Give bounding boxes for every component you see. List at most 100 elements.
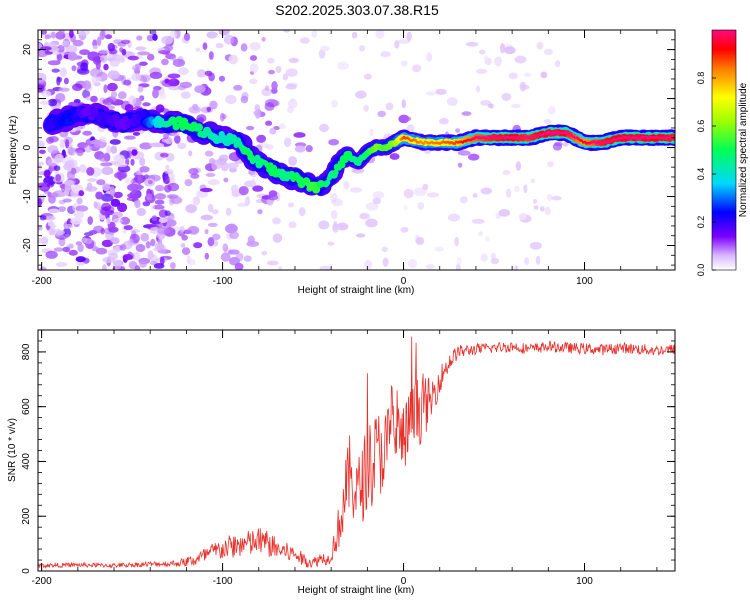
snr-y-axis-label: SNR (10 * v/v) [7, 418, 18, 482]
heatmap-noise-blob [58, 87, 70, 92]
heatmap-noise-blob [200, 187, 213, 193]
heatmap-noise-blob [225, 223, 238, 234]
heatmap-noise-blob [375, 30, 385, 39]
heatmap-noise-blob [204, 228, 209, 235]
heatmap-noise-blob [269, 127, 277, 135]
heatmap-noise-blob [110, 145, 118, 154]
heatmap-noise-blob [90, 67, 103, 78]
heatmap-noise-blob [134, 199, 141, 209]
heatmap-noise-blob [205, 172, 216, 177]
heatmap-noise-blob [305, 145, 313, 153]
heatmap-noise-blob [53, 247, 64, 252]
heatmap-noise-blob [138, 74, 151, 83]
heatmap-noise-blob [389, 153, 400, 160]
heatmap-noise-blob [278, 265, 283, 270]
heatmap-noise-blob [288, 221, 297, 229]
heatmap-noise-blob [480, 253, 488, 262]
heatmap-noise-blob [220, 252, 231, 262]
heatmap-noise-blob [70, 217, 83, 225]
heatmap-noise-blob [179, 225, 185, 233]
heatmap-noise-blob [57, 45, 65, 53]
heatmap-noise-blob [265, 143, 274, 150]
heatmap-noise-blob [108, 48, 118, 55]
heatmap-noise-blob [63, 77, 69, 85]
heatmap-noise-blob [71, 65, 77, 72]
heatmap-noise-blob [363, 73, 372, 80]
heatmap-noise-blob [327, 241, 335, 246]
heatmap-noise-blob [169, 30, 177, 40]
heatmap-noise-blob [202, 42, 208, 50]
heatmap-noise-blob [358, 45, 366, 52]
heatmap-noise-blob [207, 222, 218, 227]
heatmap-noise-blob [184, 179, 193, 187]
heatmap-noise-blob [218, 75, 226, 82]
heatmap-noise-blob [55, 92, 66, 103]
heatmap-noise-blob [45, 250, 58, 259]
heatmap-noise-blob [319, 265, 332, 270]
heatmap-noise-blob [147, 250, 154, 260]
heatmap-noise-blob [265, 120, 273, 126]
heatmap-noise-blob [261, 36, 266, 42]
spectrogram-x-tick-label: -100 [213, 276, 233, 287]
heatmap-noise-blob [88, 230, 98, 235]
heatmap-noise-blob [76, 197, 83, 205]
heatmap-noise-blob [139, 166, 150, 173]
snr-x-tick-label: -100 [213, 576, 233, 587]
heatmap-noise-blob [331, 198, 344, 207]
heatmap-noise-blob [44, 215, 56, 221]
heatmap-noise-blob [243, 255, 252, 262]
heatmap-noise-blob [278, 123, 286, 130]
heatmap-noise-blob [56, 76, 63, 83]
heatmap-noise-blob [72, 39, 84, 47]
heatmap-noise-blob [300, 37, 310, 44]
heatmap-noise-blob [100, 162, 113, 167]
snr-x-axis-label: Height of straight line (km) [298, 585, 415, 596]
heatmap-noise-blob [47, 221, 55, 227]
heatmap-noise-blob [181, 247, 191, 256]
heatmap-noise-blob [192, 196, 201, 206]
heatmap-noise-blob [53, 165, 61, 171]
heatmap-noise-blob [501, 92, 512, 101]
snr-x-tick-label: -200 [32, 576, 52, 587]
heatmap-noise-blob [98, 49, 110, 54]
heatmap-noise-blob [543, 48, 554, 56]
heatmap-noise-blob [127, 55, 139, 61]
heatmap-noise-blob [447, 213, 461, 222]
colorbar-label: Normalized spectral amplitude [738, 82, 749, 217]
heatmap-noise-blob [101, 166, 114, 176]
heatmap-noise-blob [48, 195, 56, 204]
heatmap-noise-blob [164, 210, 171, 216]
heatmap-noise-blob [479, 49, 486, 55]
heatmap-noise-blob [425, 91, 437, 96]
heatmap-noise-blob [121, 48, 127, 56]
snr-panel: -200 -100 0 100 0 200 400 600 800 Height of stra… [7, 329, 676, 596]
heatmap-noise-blob [139, 260, 148, 268]
heatmap-noise-blob [521, 84, 530, 90]
heatmap-noise-blob [318, 49, 326, 59]
heatmap-ridge-cell [531, 136, 535, 140]
heatmap-noise-blob [252, 185, 264, 192]
heatmap-noise-blob [267, 194, 279, 201]
heatmap-noise-blob [82, 80, 92, 90]
spectrogram-y-tick-label: -20 [22, 238, 33, 253]
heatmap-noise-blob [229, 231, 240, 240]
heatmap-noise-blob [117, 202, 128, 213]
spectrogram-y-tick-label: 10 [22, 93, 33, 105]
heatmap-noise-blob [272, 217, 281, 225]
heatmap-noise-blob [204, 150, 214, 157]
heatmap-noise-blob [168, 78, 180, 87]
heatmap-noise-blob [145, 241, 151, 249]
heatmap-noise-blob [320, 45, 330, 52]
heatmap-noise-blob [471, 218, 485, 224]
heatmap-noise-blob [161, 35, 174, 45]
colorbar-tick-label: 0.4 [696, 168, 706, 181]
heatmap-noise-blob [98, 153, 108, 162]
heatmap-noise-blob [108, 226, 119, 233]
heatmap-noise-blob [337, 61, 350, 70]
heatmap-noise-blob [101, 264, 107, 270]
heatmap-noise-blob [206, 31, 218, 39]
heatmap-noise-blob [282, 73, 289, 81]
heatmap-noise-blob [524, 257, 530, 266]
heatmap-noise-blob [460, 196, 468, 204]
heatmap-noise-blob [90, 95, 98, 103]
